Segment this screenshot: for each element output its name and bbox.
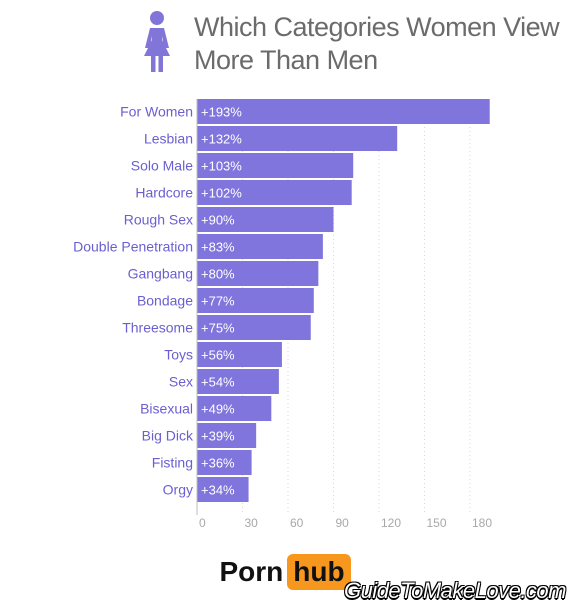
bar <box>197 315 311 340</box>
category-label: For Women <box>120 104 193 120</box>
category-label: Bisexual <box>140 401 193 417</box>
category-label: Double Penetration <box>73 239 193 255</box>
category-label: Lesbian <box>144 131 193 147</box>
bar-data-label: +36% <box>201 456 235 471</box>
x-tick-label: 0 <box>199 516 206 530</box>
bar <box>197 396 272 421</box>
bar-data-label: +34% <box>201 483 235 498</box>
category-label: Orgy <box>163 482 193 498</box>
bar-data-label: +39% <box>201 429 235 444</box>
bar-data-label: +80% <box>201 267 235 282</box>
bar <box>197 450 252 475</box>
x-tick-label: 150 <box>427 516 447 530</box>
bar-data-label: +83% <box>201 240 235 255</box>
bar <box>197 261 319 286</box>
x-tick-label: 60 <box>290 516 304 530</box>
x-tick-label: 180 <box>472 516 492 530</box>
category-label: Gangbang <box>128 266 193 282</box>
category-label: Sex <box>169 374 193 390</box>
category-label: Hardcore <box>135 185 193 201</box>
bar <box>197 153 354 178</box>
bar <box>197 234 323 259</box>
bar <box>197 180 352 205</box>
bar-data-label: +102% <box>201 186 242 201</box>
bar-data-label: +132% <box>201 132 242 147</box>
bar-data-label: +56% <box>201 348 235 363</box>
chart-title-line-2: More Than Men <box>194 45 378 75</box>
category-label: Rough Sex <box>124 212 193 228</box>
category-label: Threesome <box>122 320 193 336</box>
bar-data-label: +103% <box>201 159 242 174</box>
category-label: Solo Male <box>131 158 193 174</box>
woman-icon <box>144 11 170 72</box>
bar <box>197 369 279 394</box>
bar <box>197 477 249 502</box>
x-tick-label: 120 <box>381 516 401 530</box>
bar-data-label: +49% <box>201 402 235 417</box>
bar <box>197 342 282 367</box>
category-label: Toys <box>164 347 193 363</box>
bar-data-label: +90% <box>201 213 235 228</box>
x-tick-label: 90 <box>336 516 350 530</box>
bar-data-label: +75% <box>201 321 235 336</box>
bar-data-label: +193% <box>201 105 242 120</box>
bar <box>197 126 398 151</box>
category-label: Fisting <box>152 455 193 471</box>
bar <box>197 423 257 448</box>
category-label: Bondage <box>137 293 193 309</box>
bar <box>197 207 334 232</box>
x-tick-label: 30 <box>245 516 259 530</box>
watermark: GuideToMakeLove.com <box>343 578 567 603</box>
chart-title-line-1: Which Categories Women View <box>194 12 560 42</box>
bar-data-label: +77% <box>201 294 235 309</box>
brand-logo: Porn hub <box>0 554 570 590</box>
bar <box>197 99 490 124</box>
logo-text-part1: Porn <box>219 556 284 587</box>
category-label: Big Dick <box>142 428 194 444</box>
logo-text-part2: hub <box>287 554 351 590</box>
bar-data-label: +54% <box>201 375 235 390</box>
bar <box>197 288 314 313</box>
bar-chart: 0 30 60 90 120 150 180 +193% For Women +132% Lesbi… <box>73 99 492 530</box>
